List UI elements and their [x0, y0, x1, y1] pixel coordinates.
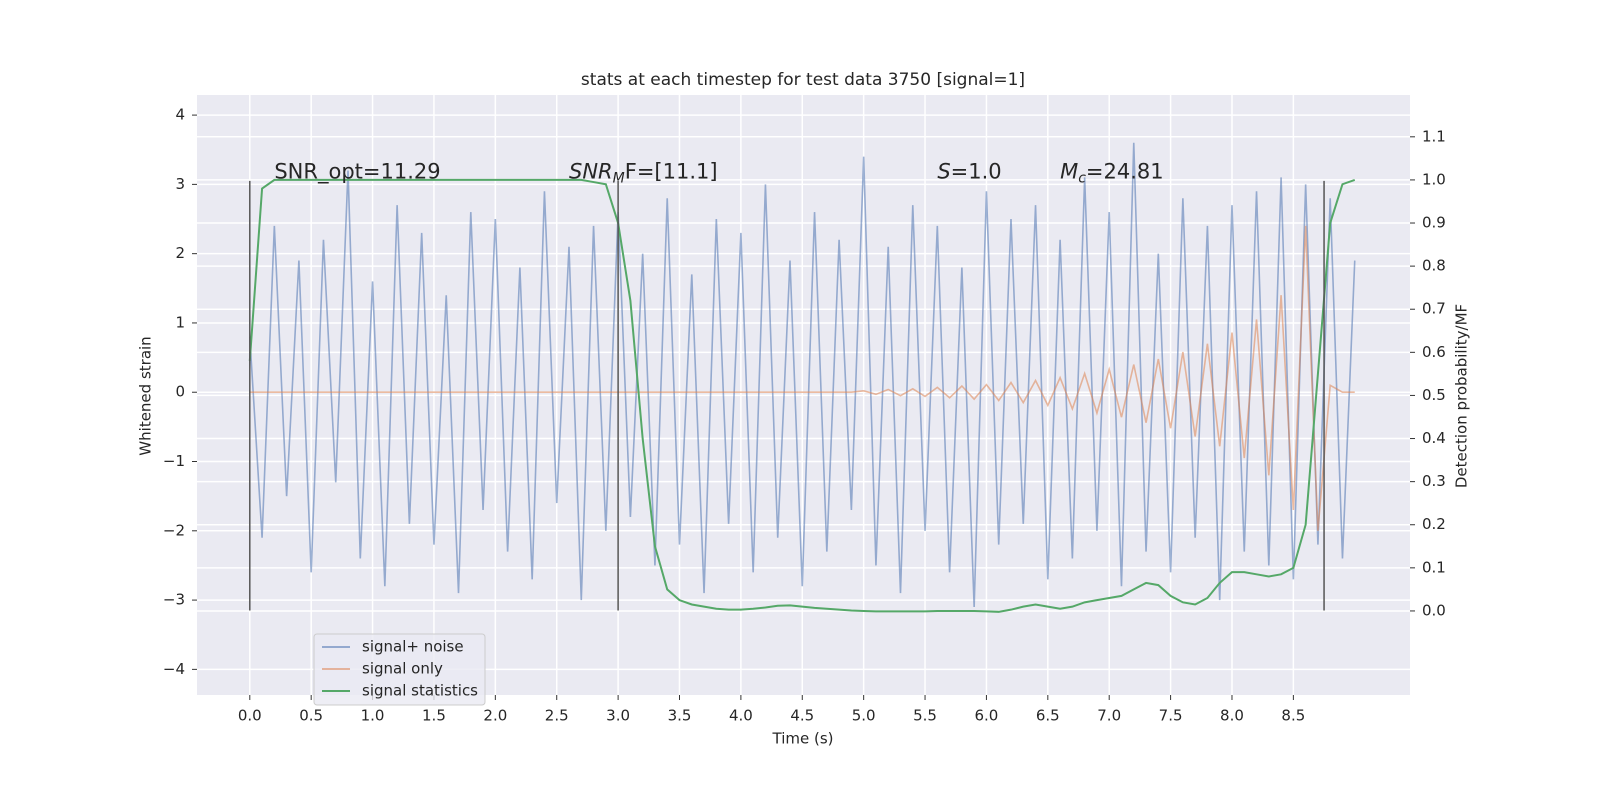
legend: signal+ noise signal only signal statistic…: [313, 633, 486, 706]
x-tick-label: 6.5: [1036, 707, 1060, 725]
y-tick-label: −1: [163, 452, 185, 470]
series-line: [248, 178, 1356, 613]
legend-label: signal+ noise: [362, 638, 464, 656]
y2-tick-label: 0.1: [1422, 558, 1446, 576]
x-axis-label: Time (s): [772, 730, 834, 748]
x-tick-label: 6.0: [975, 707, 999, 725]
x-tick-label: 7.0: [1097, 707, 1121, 725]
y-tick-label: 0: [175, 383, 185, 401]
y2-tick-label: 0.6: [1422, 343, 1446, 361]
legend-label: signal statistics: [362, 682, 478, 700]
series-line: [249, 225, 1355, 531]
x-tick-label: 8.0: [1220, 707, 1244, 725]
y2-tick-label: 0.5: [1422, 386, 1446, 404]
x-tick-label: 4.0: [729, 707, 753, 725]
annotation: SNRMF=[11.1]: [569, 160, 718, 187]
annotation-part: SNR: [569, 160, 613, 184]
x-tick-label: 2.0: [483, 707, 507, 725]
y-tick-label: 2: [175, 244, 185, 262]
y2-axis-label: Detection probability/MF: [1453, 304, 1471, 488]
y2-tick-label: 0.4: [1422, 429, 1446, 447]
annotation-part: =1.0: [951, 160, 1002, 184]
annotation-part: S: [937, 160, 950, 184]
y-tick-label: 1: [175, 313, 185, 331]
series-line: [248, 142, 1356, 608]
x-tick-label: 0.0: [238, 707, 262, 725]
chart-title: stats at each timestep for test data 375…: [581, 70, 1025, 90]
y2-tick-label: 0.2: [1422, 515, 1446, 533]
x-tick-label: 5.0: [852, 707, 876, 725]
grid: [192, 95, 1415, 700]
y-tick-label: 3: [175, 175, 185, 193]
annotation-part: M: [613, 171, 625, 187]
x-tick-label: 4.5: [790, 707, 814, 725]
annotation-part: c: [1078, 171, 1086, 187]
annotation: Mc=24.81: [1060, 160, 1164, 187]
y-tick-label: −4: [163, 660, 185, 678]
y-tick-label: −2: [163, 521, 185, 539]
x-tick-label: 3.5: [668, 707, 692, 725]
legend-box: [313, 633, 486, 706]
y2-tick-label: 0.9: [1422, 214, 1446, 232]
x-tick-label: 7.5: [1159, 707, 1183, 725]
annotation-part: SNR_opt=11.29: [274, 160, 440, 185]
y-tick-label: −3: [163, 591, 185, 609]
x-tick-label: 5.5: [913, 707, 937, 725]
y-tick-label: 4: [175, 106, 185, 124]
y2-tick-label: 0.0: [1422, 601, 1446, 619]
y2-tick-label: 0.7: [1422, 300, 1446, 318]
y2-tick-label: 0.8: [1422, 257, 1446, 275]
x-tick-label: 8.5: [1281, 707, 1305, 725]
x-tick-label: 3.0: [606, 707, 630, 725]
x-tick-label: 1.5: [422, 707, 446, 725]
y2-tick-label: 0.3: [1422, 472, 1446, 490]
legend-label: signal only: [362, 660, 443, 678]
annotation-part: M: [1060, 160, 1078, 184]
y2-tick-label: 1.1: [1422, 127, 1446, 145]
x-tick-label: 1.0: [361, 707, 385, 725]
y2-tick-label: 1.0: [1422, 170, 1446, 188]
x-tick-label: 2.5: [545, 707, 569, 725]
y-axis-label: Whitened strain: [137, 336, 155, 455]
marks: [248, 142, 1356, 613]
annotation-part: =24.81: [1086, 160, 1164, 184]
annotation: S=1.0: [937, 160, 1001, 184]
x-tick-label: 0.5: [299, 707, 323, 725]
annotation-part: F=[11.1]: [625, 160, 718, 184]
annotation: SNR_opt=11.29: [274, 160, 440, 185]
